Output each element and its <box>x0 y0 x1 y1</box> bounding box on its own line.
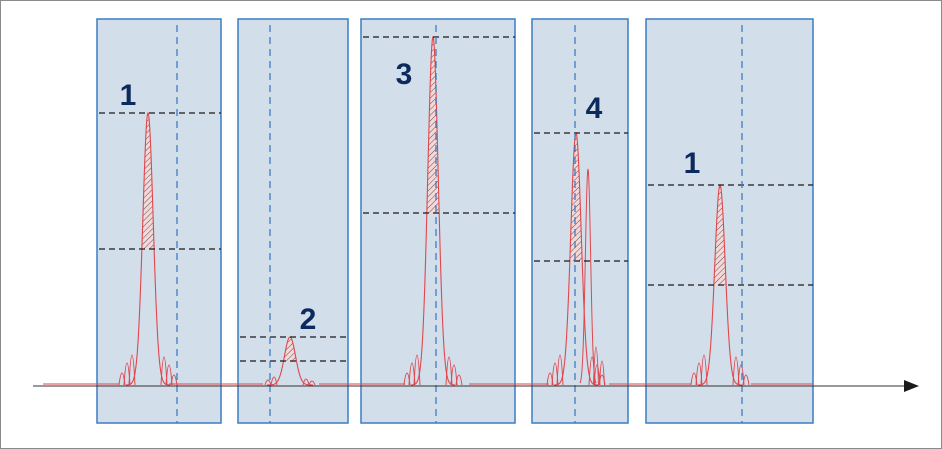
pulse-2-side-lobe <box>302 378 310 386</box>
pulse-2-side-lobe <box>308 380 316 386</box>
pulse-1-hatched-area <box>141 113 155 249</box>
peak-label-4: 4 <box>586 92 603 125</box>
time-axis-arrow <box>904 380 919 392</box>
window-1 <box>96 18 222 424</box>
peak-label-3: 3 <box>396 58 413 91</box>
pulse-2-side-lobe <box>270 376 278 386</box>
pulse-4-side-lobe <box>599 360 605 386</box>
time-axis <box>33 380 919 392</box>
pulse-2-side-lobe <box>264 379 272 386</box>
peak-label-2: 2 <box>300 303 317 336</box>
pulse-4-hatched-area <box>569 133 583 261</box>
pulse-1-side-lobe <box>165 364 173 386</box>
pulse-3-side-lobe <box>455 374 463 386</box>
pulse-5-hatched-area <box>713 185 727 285</box>
pulse-5-side-lobe <box>737 364 745 386</box>
window-3 <box>360 18 516 424</box>
pulse-2-hatched-area <box>283 337 297 361</box>
window-2 <box>237 18 349 424</box>
window-5 <box>645 18 814 424</box>
pulse-1-side-lobe <box>128 354 136 386</box>
pulse-4-side-lobe <box>593 346 599 386</box>
peak-label-5: 1 <box>684 147 701 180</box>
pulse-5-side-lobe <box>700 354 708 386</box>
pulse-4-secondary-spike <box>579 168 597 384</box>
pulse-1-side-lobe <box>170 374 178 386</box>
pulse-3-side-lobe <box>450 364 458 386</box>
pulse-4-side-lobe <box>556 354 564 386</box>
pulse-5-side-lobe <box>742 374 750 386</box>
pulse-1-signal <box>126 111 170 386</box>
peak-label-1: 1 <box>120 79 137 112</box>
windows-layer: 1 2 3 4 1 <box>43 18 814 424</box>
pulse-3-side-lobe <box>413 354 421 386</box>
